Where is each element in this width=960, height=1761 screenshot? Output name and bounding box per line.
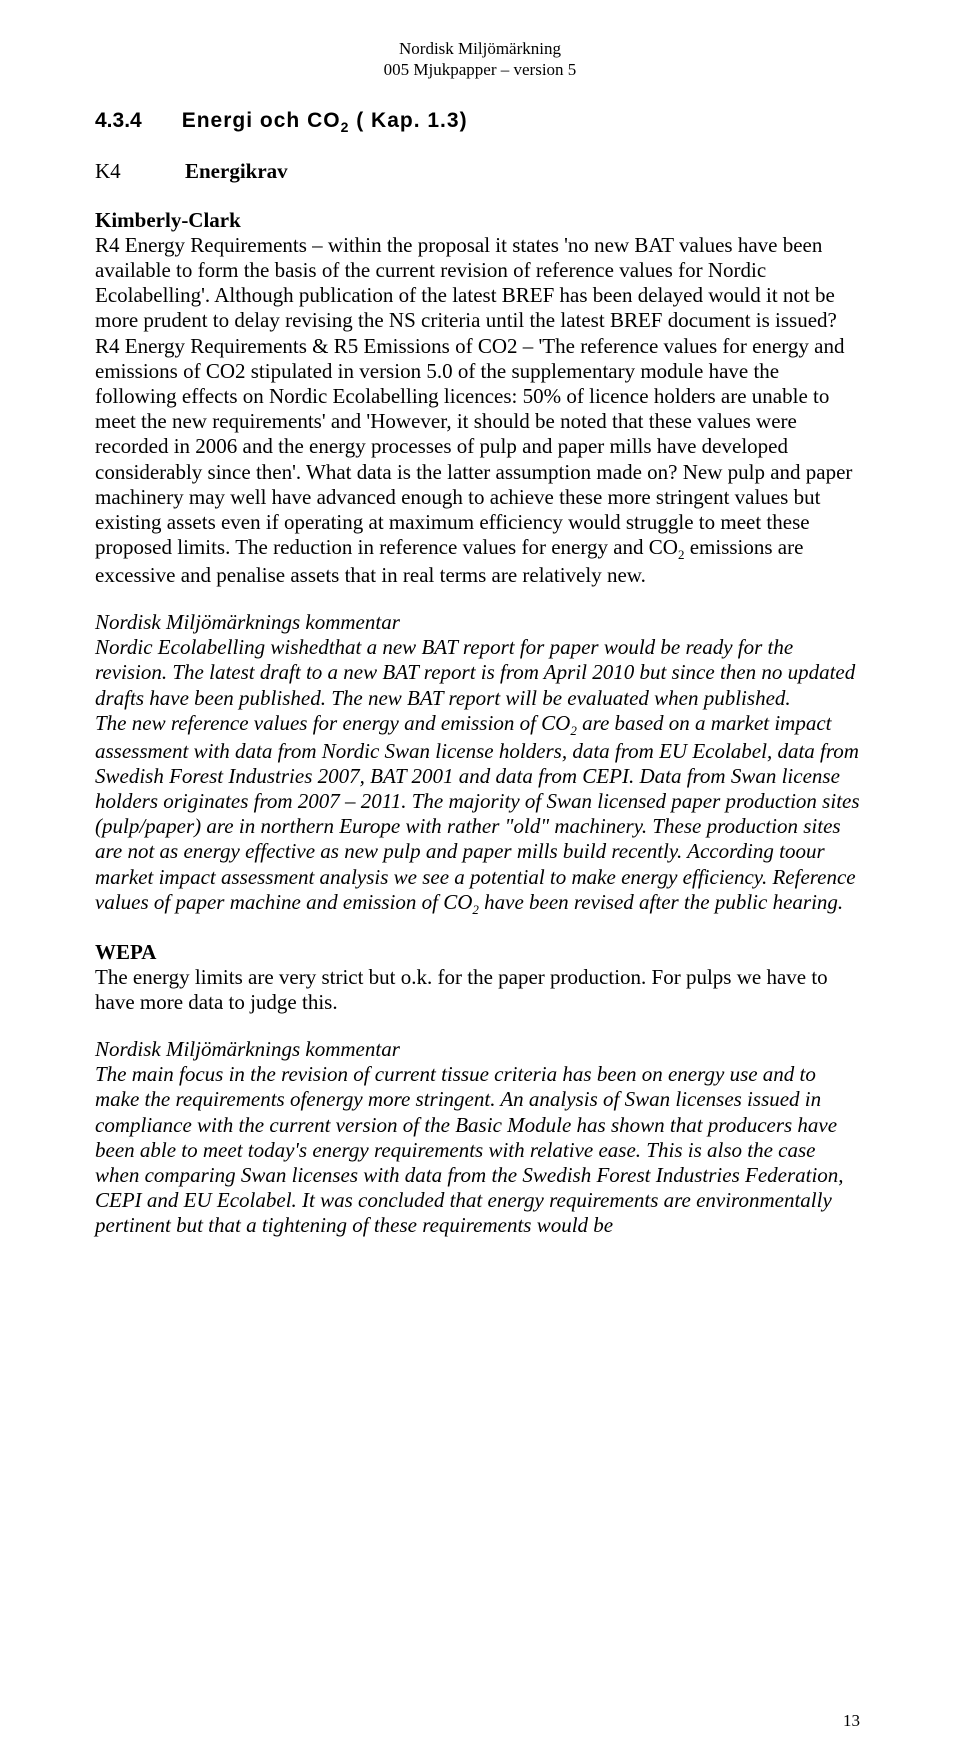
section-number: 4.3.4 [95, 109, 142, 132]
document-page: Nordisk Miljömärkning 005 Mjukpapper – v… [0, 0, 960, 1761]
header-line-2: 005 Mjukpapper – version 5 [95, 59, 865, 80]
requirement-label: K4 [95, 159, 185, 184]
wepa-heading: WEPA [95, 940, 156, 964]
requirement-row: K4Energikrav [95, 159, 865, 184]
kc-body-1: R4 Energy Requirements – within the prop… [95, 233, 837, 333]
comment-1-body-a: Nordic Ecolabelling wishedthat a new BAT… [95, 635, 855, 709]
wepa-body: The energy limits are very strict but o.… [95, 965, 828, 1014]
section-title-post: ( Kap. 1.3) [349, 109, 467, 132]
comment-1-heading: Nordisk Miljömärknings kommentar [95, 610, 400, 634]
page-header: Nordisk Miljömärkning 005 Mjukpapper – v… [95, 38, 865, 81]
comment-2-block: Nordisk Miljömärknings kommentar The mai… [95, 1037, 865, 1239]
section-title-pre: Energi och CO [182, 109, 341, 132]
page-number: 13 [843, 1711, 860, 1731]
comment-2-heading: Nordisk Miljömärknings kommentar [95, 1037, 400, 1061]
section-heading: 4.3.4Energi och CO2 ( Kap. 1.3) [95, 109, 865, 135]
comment-2-body: The main focus in the revision of curren… [95, 1062, 844, 1237]
comment-1-body-b-pre: The new reference values for energy and … [95, 711, 570, 735]
requirement-title: Energikrav [185, 159, 288, 183]
wepa-block: WEPA The energy limits are very strict b… [95, 940, 865, 1016]
comment-1-body-b-mid: are based on a market impact assessment … [95, 711, 860, 914]
comment-1-block: Nordisk Miljömärknings kommentar Nordic … [95, 610, 865, 917]
kimberly-clark-block: Kimberly-Clark R4 Energy Requirements – … [95, 208, 865, 588]
kc-heading: Kimberly-Clark [95, 208, 241, 232]
kc-body-2a: R4 Energy Requirements & R5 Emissions of… [95, 334, 852, 560]
comment-1-body-b-post: have been revised after the public heari… [479, 890, 843, 914]
header-line-1: Nordisk Miljömärkning [95, 38, 865, 59]
